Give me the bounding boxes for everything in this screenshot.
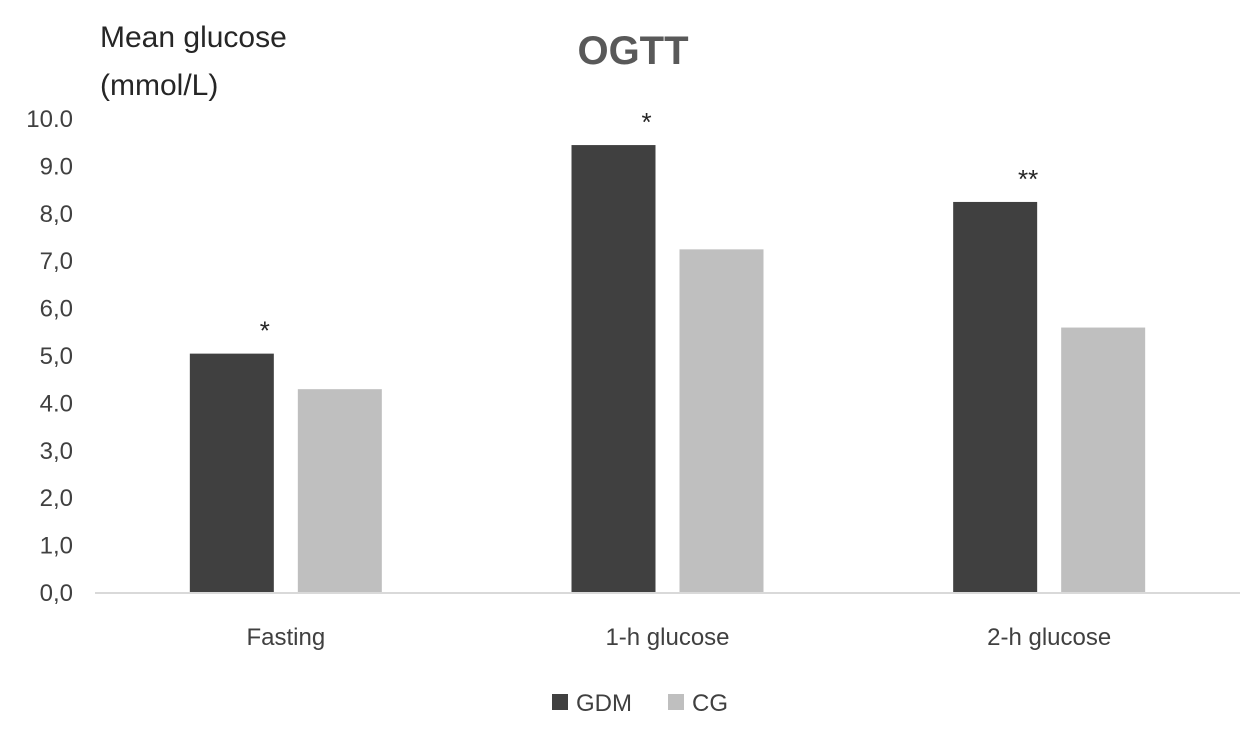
bar-gdm-2 (953, 201, 1038, 593)
bar-gdm-0 (189, 353, 274, 593)
y-tick-label: 7,0 (40, 248, 73, 275)
bar-cg-0 (297, 389, 382, 593)
x-axis-category-labels: Fasting 1-h glucose 2-h glucose (246, 624, 1111, 651)
y-axis-ticks: 0,0 1,0 2,0 3,0 4.0 5,0 6,0 7,0 8,0 9.0 10.0 (26, 106, 73, 607)
legend-swatch-gdm (552, 694, 568, 710)
legend-label-cg: CG (692, 690, 728, 717)
significance-marker: ** (1018, 164, 1038, 194)
bar-cg-2 (1061, 327, 1146, 593)
legend-label-gdm: GDM (576, 690, 632, 717)
significance-markers: **** (260, 107, 1039, 346)
y-axis-label-line-2: (mmol/L) (100, 69, 218, 102)
y-axis-label-line-1: Mean glucose (100, 21, 287, 54)
x-category-label: 1-h glucose (605, 624, 729, 651)
y-tick-label: 6,0 (40, 296, 73, 323)
x-category-label: Fasting (246, 624, 325, 651)
y-tick-label: 5,0 (40, 343, 73, 370)
y-tick-label: 8,0 (40, 201, 73, 228)
bar-gdm-1 (571, 145, 656, 593)
bars (189, 145, 1146, 593)
legend-swatch-cg (668, 694, 684, 710)
y-tick-label: 2,0 (40, 485, 73, 512)
x-category-label: 2-h glucose (987, 624, 1111, 651)
significance-marker: * (260, 316, 270, 346)
y-tick-label: 9.0 (40, 153, 73, 180)
y-tick-label: 0,0 (40, 580, 73, 607)
y-tick-label: 1,0 (40, 533, 73, 560)
chart-title: OGTT (577, 29, 688, 73)
y-tick-label: 3,0 (40, 438, 73, 465)
significance-marker: * (641, 107, 651, 137)
bar-cg-1 (679, 249, 764, 593)
legend: GDM CG (552, 690, 728, 717)
y-tick-label: 10.0 (26, 106, 73, 133)
y-tick-label: 4.0 (40, 390, 73, 417)
